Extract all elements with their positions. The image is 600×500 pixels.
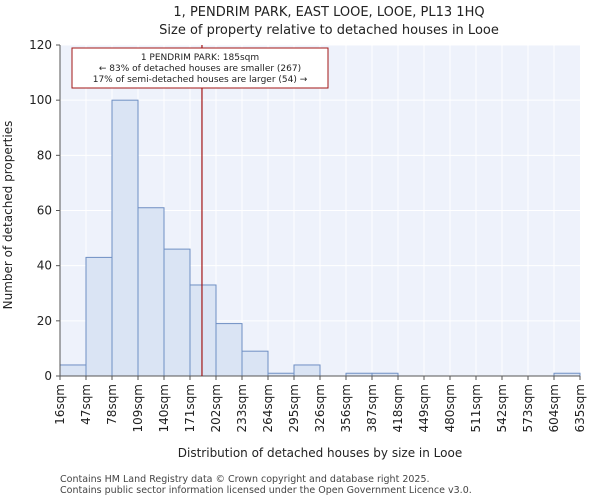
x-axis-label: Distribution of detached houses by size … bbox=[178, 446, 462, 460]
y-tick-label: 120 bbox=[29, 38, 52, 52]
bar-109sqm bbox=[137, 207, 165, 377]
y-tick-label: 100 bbox=[29, 93, 52, 107]
bar-202sqm bbox=[215, 323, 243, 377]
x-tick-label: 233sqm bbox=[235, 384, 249, 432]
chart-title: 1, PENDRIM PARK, EAST LOOE, LOOE, PL13 1… bbox=[173, 5, 484, 20]
x-tick-label: 356sqm bbox=[339, 384, 353, 432]
x-tick-label: 449sqm bbox=[417, 384, 431, 432]
bar-295sqm bbox=[293, 364, 321, 377]
x-tick-label: 47sqm bbox=[79, 384, 93, 425]
annotation-line-1: 1 PENDRIM PARK: 185sqm bbox=[141, 53, 259, 63]
x-tick-label: 16sqm bbox=[53, 384, 67, 425]
x-axis: 16sqm 47sqm 78sqm 109sqm 140sqm 171sqm 202sqm 2… bbox=[53, 375, 587, 432]
bar-47sqm bbox=[85, 256, 113, 377]
footer-line-2: Contains public sector information licen… bbox=[60, 485, 472, 496]
bar-140sqm bbox=[163, 248, 191, 377]
x-tick-label: 387sqm bbox=[365, 384, 379, 432]
footer-line-1: Contains HM Land Registry data © Crown c… bbox=[60, 474, 430, 485]
x-tick-label: 326sqm bbox=[313, 384, 327, 432]
x-tick-label: 604sqm bbox=[547, 384, 561, 432]
x-tick-label: 635sqm bbox=[573, 384, 587, 432]
bar-78sqm bbox=[111, 99, 139, 377]
bar-233sqm bbox=[241, 350, 269, 377]
x-tick-label: 542sqm bbox=[495, 384, 509, 432]
x-tick-label: 109sqm bbox=[131, 384, 145, 432]
annotation-line-3: 17% of semi-detached houses are larger (… bbox=[93, 75, 308, 85]
x-tick-label: 573sqm bbox=[521, 384, 535, 432]
y-tick-label: 60 bbox=[37, 204, 52, 218]
x-tick-label: 511sqm bbox=[469, 384, 483, 432]
x-tick-label: 295sqm bbox=[287, 384, 301, 432]
y-axis: 0 20 40 60 80 100 120 bbox=[29, 38, 61, 383]
annotation-line-2: ← 83% of detached houses are smaller (26… bbox=[99, 64, 301, 74]
chart-subtitle: Size of property relative to detached ho… bbox=[159, 23, 499, 38]
annotation-box bbox=[71, 47, 329, 89]
x-tick-label: 171sqm bbox=[183, 384, 197, 432]
x-tick-label: 202sqm bbox=[209, 384, 223, 432]
x-tick-label: 480sqm bbox=[443, 384, 457, 432]
y-axis-label: Number of detached properties bbox=[1, 121, 15, 310]
x-tick-label: 140sqm bbox=[157, 384, 171, 432]
bar-16sqm bbox=[59, 364, 87, 377]
x-tick-label: 418sqm bbox=[391, 384, 405, 432]
bars bbox=[59, 99, 581, 377]
y-tick-label: 20 bbox=[37, 314, 52, 328]
x-tick-label: 264sqm bbox=[261, 384, 275, 432]
x-tick-label: 78sqm bbox=[105, 384, 119, 425]
y-tick-label: 80 bbox=[37, 148, 52, 162]
bar-171sqm bbox=[189, 284, 217, 377]
y-tick-label: 0 bbox=[44, 369, 52, 383]
y-tick-label: 40 bbox=[37, 259, 52, 273]
